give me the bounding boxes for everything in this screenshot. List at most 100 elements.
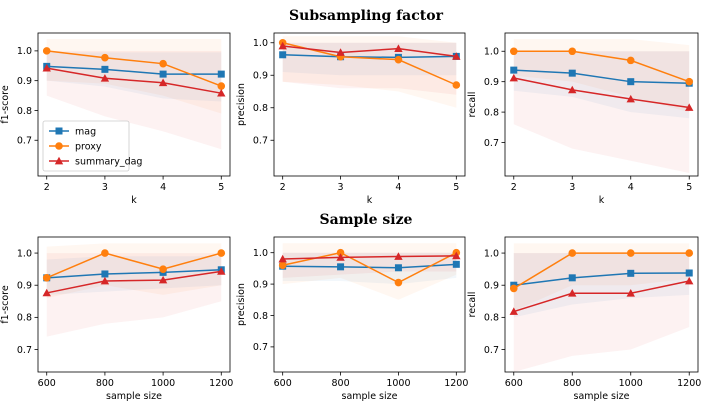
x-tick-label: 600 — [505, 378, 523, 389]
y-tick-label: 0.7 — [484, 345, 499, 356]
x-tick-label: 1000 — [386, 378, 410, 389]
y-tick-label: 0.7 — [253, 136, 268, 147]
y-tick-label: 0.8 — [484, 107, 499, 118]
y-tick-label: 0.8 — [253, 103, 268, 114]
line-summary-dag — [513, 77, 690, 109]
bands — [282, 36, 457, 108]
marker-proxy — [159, 265, 167, 273]
marker-mag — [452, 260, 460, 268]
axes-frame — [504, 236, 699, 373]
axes-frame — [273, 236, 466, 373]
band-summary-dag — [513, 253, 690, 372]
marker-summary-dag — [394, 44, 403, 52]
x-axis-label: k — [599, 195, 605, 206]
x-tick-label: 3 — [569, 182, 575, 193]
y-tick-label: 0.7 — [17, 136, 32, 147]
marker-proxy — [159, 59, 167, 68]
marker-mag — [337, 263, 345, 271]
marker-summary-dag — [394, 252, 403, 260]
x-tick-label: 2 — [44, 182, 50, 193]
x-tick-label: 5 — [686, 182, 692, 193]
marker-proxy — [626, 249, 635, 257]
marker-mag — [101, 65, 109, 73]
marker-proxy — [336, 248, 345, 257]
marker-mag — [394, 264, 402, 272]
marker-proxy — [626, 56, 635, 65]
axes-frame — [504, 32, 699, 177]
x-tick-label: 3 — [338, 182, 344, 193]
y-tick-label: 0.8 — [253, 311, 268, 322]
marker-summary-dag — [278, 41, 287, 50]
y-tick-label: 0.9 — [484, 281, 499, 292]
x-tick-label: 600 — [38, 378, 56, 389]
marker-mag — [510, 66, 518, 74]
marker-summary-dag — [336, 48, 345, 56]
bands — [513, 243, 690, 372]
x-tick-label: 4 — [628, 182, 634, 193]
marker-proxy — [217, 249, 226, 257]
bands — [282, 243, 457, 300]
marker-proxy — [101, 53, 109, 62]
legend-marker — [55, 127, 63, 135]
legend-label: summary_dag — [75, 156, 142, 167]
subplot-1: 2 3 4 5 0.7 0.8 0.9 1.0 k f1-score mag proxy summary… — [0, 32, 231, 206]
legend-marker — [55, 142, 63, 150]
marker-mag — [685, 269, 693, 277]
y-tick-label: 0.9 — [17, 76, 32, 87]
y-axis-label: precision — [236, 283, 247, 326]
x-tick-label: 1200 — [209, 378, 233, 389]
marker-proxy — [509, 284, 518, 293]
y-axis-label: f1-score — [0, 285, 11, 323]
band-mag — [46, 52, 222, 102]
legend: mag proxy summary_dag — [42, 120, 142, 172]
marker-proxy — [101, 249, 109, 257]
line-mag — [282, 54, 457, 59]
y-tick-label: 0.7 — [17, 345, 32, 356]
line-summary-dag — [282, 45, 457, 58]
marker-summary-dag — [100, 74, 110, 82]
x-axis-label: sample size — [574, 391, 630, 402]
marker-summary-dag — [217, 267, 226, 275]
x-tick-label: 3 — [102, 182, 108, 193]
line-summary-dag — [282, 255, 457, 260]
marker-summary-dag — [509, 307, 518, 315]
x-axis-label: sample size — [342, 391, 398, 402]
band-summary-dag — [282, 252, 457, 278]
marker-summary-dag — [568, 85, 577, 94]
marker-summary-dag — [568, 289, 577, 297]
marker-proxy — [685, 77, 694, 86]
band-summary-dag — [513, 51, 690, 173]
x-axis-label: k — [367, 195, 373, 206]
band-mag — [513, 253, 690, 318]
y-tick-label: 0.7 — [484, 138, 499, 149]
marker-proxy — [509, 47, 518, 56]
x-tick-label: 1200 — [677, 378, 701, 389]
line-proxy — [513, 252, 690, 290]
y-tick-label: 0.9 — [253, 279, 268, 290]
subplots: 2 3 4 5 0.7 0.8 0.9 1.0 k f1-score mag proxy summary… — [0, 32, 701, 402]
x-tick-label: 1000 — [619, 378, 643, 389]
y-tick-label: 1.0 — [253, 38, 268, 49]
marker-summary-dag — [626, 94, 635, 103]
axes-frame — [37, 32, 231, 177]
section-title-subsampling: Subsampling factor — [289, 8, 444, 24]
marker-proxy — [278, 261, 287, 270]
legend-marker — [54, 156, 64, 165]
marker-proxy — [685, 249, 694, 257]
x-tick-label: 4 — [160, 182, 166, 193]
band-proxy — [46, 38, 222, 114]
legend-label: proxy — [75, 141, 102, 152]
x-tick-label: 800 — [563, 378, 581, 389]
marker-summary-dag — [100, 276, 110, 285]
marker-summary-dag — [336, 253, 345, 261]
marker-mag — [568, 69, 576, 77]
band-proxy — [282, 36, 457, 108]
line-summary-dag — [46, 270, 222, 294]
marker-summary-dag — [452, 251, 461, 260]
x-tick-label: 5 — [218, 182, 224, 193]
x-tick-label: 800 — [96, 378, 114, 389]
marker-proxy — [568, 249, 577, 257]
marker-summary-dag — [452, 52, 461, 60]
y-tick-label: 1.0 — [253, 248, 268, 259]
marker-summary-dag — [626, 289, 635, 297]
